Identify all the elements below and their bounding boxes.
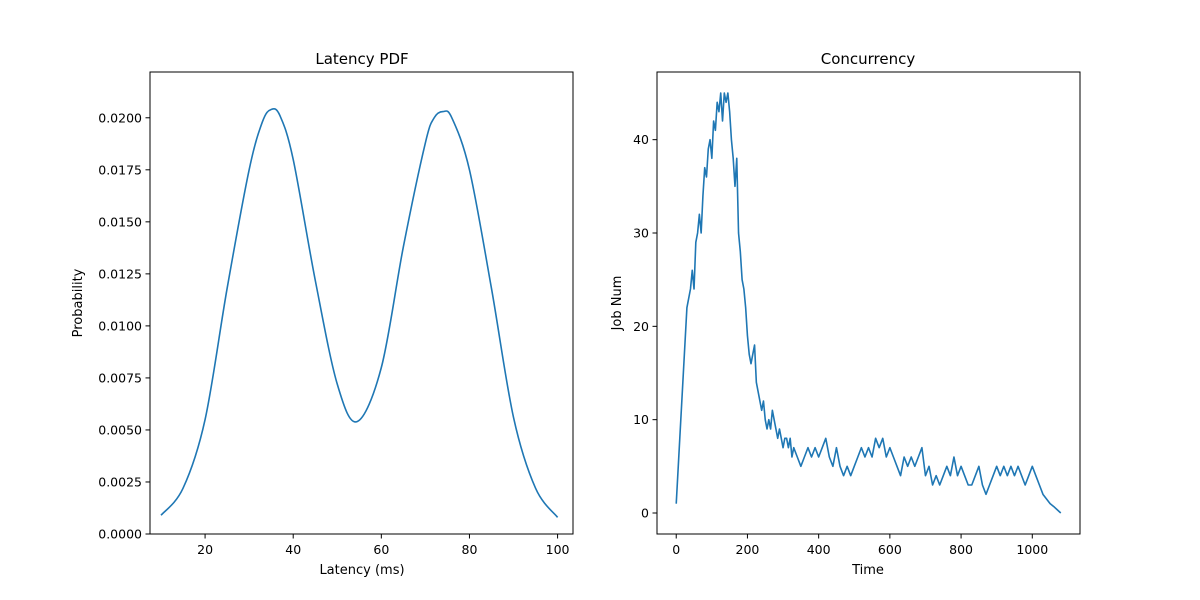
concurrency-y-tick-label: 0	[641, 506, 649, 521]
concurrency-x-tick-label: 600	[878, 542, 902, 557]
concurrency-y-axis-label: Job Num	[610, 276, 625, 332]
concurrency-x-tick-label: 400	[807, 542, 831, 557]
concurrency-plot-frame	[656, 71, 1081, 535]
concurrency-x-tick-label: 0	[672, 542, 680, 557]
latency-x-tick-label: 60	[373, 542, 389, 557]
latency-tick-group: 20 40 60 80 100 0.0000 0.0025 0.0050 0.0075 0.010…	[98, 110, 569, 557]
latency-y-tick-label: 0.0000	[98, 527, 142, 542]
latency-y-tick-label: 0.0075	[98, 370, 142, 385]
latency-y-tick-label: 0.0175	[98, 162, 142, 177]
latency-y-tick-label: 0.0200	[98, 110, 142, 125]
latency-chart-title: Latency PDF	[315, 50, 408, 68]
concurrency-tick-group: 0 200 400 600 800 1000 0 10 20 30 40	[633, 132, 1048, 557]
latency-pdf-line	[160, 107, 559, 518]
concurrency-x-axis-label: Time	[851, 563, 884, 578]
concurrency-line	[675, 92, 1062, 514]
concurrency-x-tick-label: 800	[949, 542, 973, 557]
latency-pdf-chart: Latency PDF Latency (ms) Probability 20 4…	[71, 50, 574, 578]
concurrency-y-tick-label: 20	[633, 319, 649, 334]
latency-y-axis-label: Probability	[71, 268, 86, 337]
concurrency-chart-title: Concurrency	[821, 50, 916, 68]
latency-x-tick-label: 100	[546, 542, 570, 557]
concurrency-chart: Concurrency Time Job Num 0 200 400 600 800 10…	[610, 50, 1081, 578]
latency-x-axis-label: Latency (ms)	[319, 563, 404, 578]
concurrency-x-tick-label: 200	[736, 542, 760, 557]
latency-y-tick-label: 0.0125	[98, 266, 142, 281]
latency-x-tick-label: 40	[285, 542, 301, 557]
concurrency-y-tick-label: 10	[633, 412, 649, 427]
latency-x-tick-label: 20	[197, 542, 213, 557]
latency-plot-frame	[149, 71, 574, 535]
concurrency-x-tick-label: 1000	[1016, 542, 1048, 557]
latency-y-tick-label: 0.0100	[98, 318, 142, 333]
latency-x-tick-label: 80	[462, 542, 478, 557]
latency-y-tick-label: 0.0150	[98, 214, 142, 229]
latency-y-tick-label: 0.0025	[98, 474, 142, 489]
latency-y-tick-label: 0.0050	[98, 422, 142, 437]
concurrency-y-tick-label: 30	[633, 226, 649, 241]
concurrency-y-tick-label: 40	[633, 132, 649, 147]
